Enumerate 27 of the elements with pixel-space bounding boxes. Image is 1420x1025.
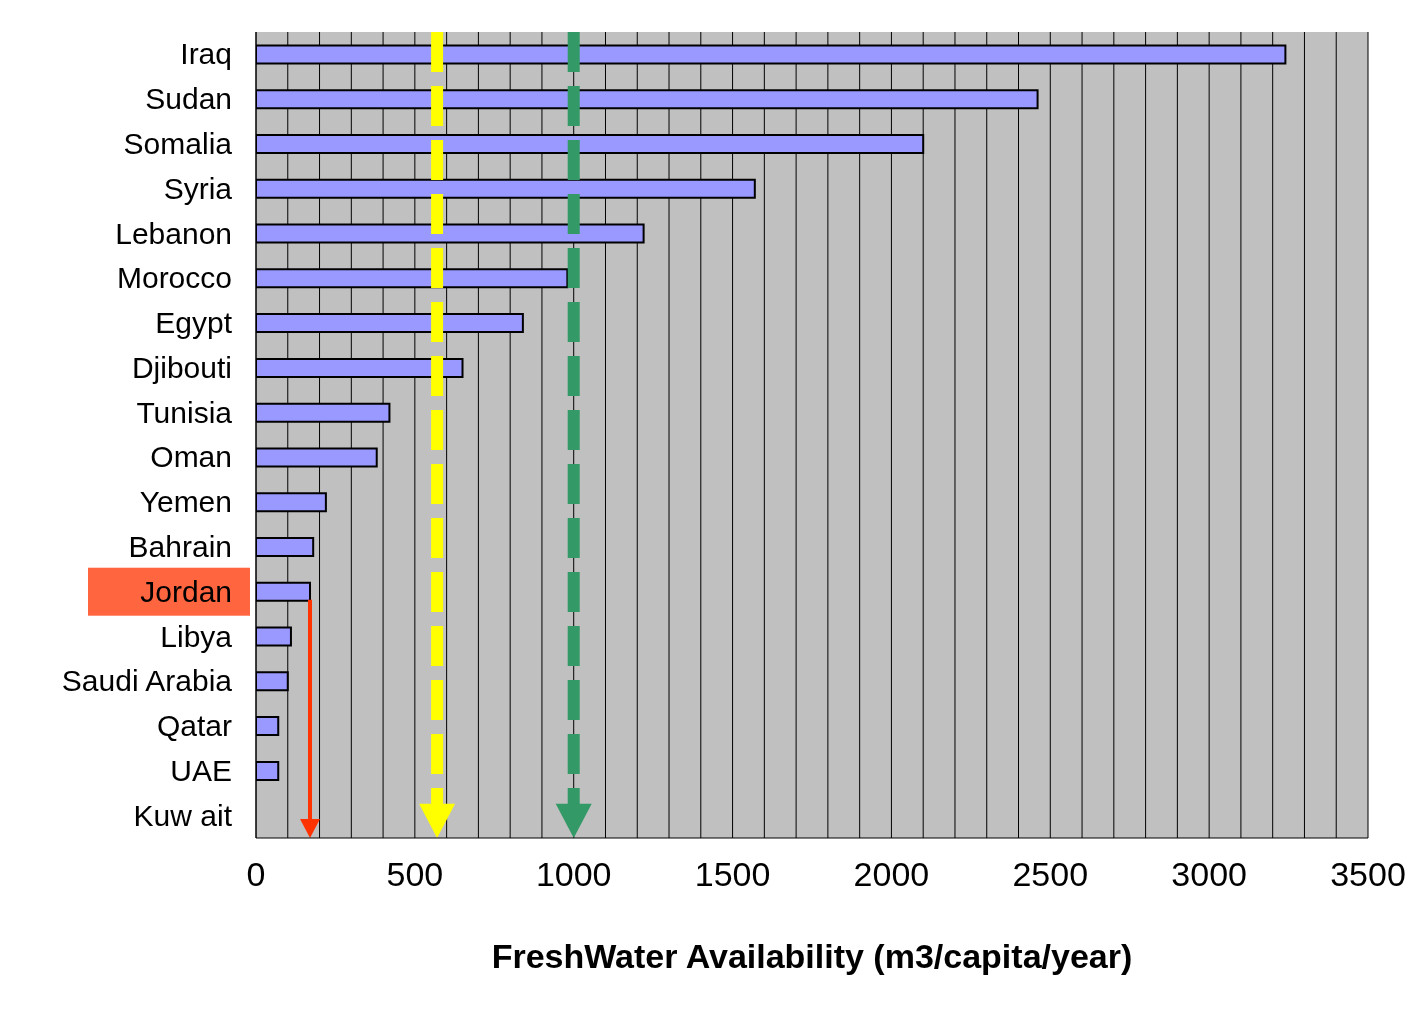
y-tick-label: Egypt <box>155 306 233 340</box>
y-tick-label: Kuw ait <box>133 798 233 832</box>
x-tick-label: 2500 <box>1012 855 1089 894</box>
x-tick-label: 1000 <box>535 855 612 894</box>
y-tick-label: Lebanon <box>115 216 232 250</box>
x-axis-title: FreshWater Availability (m3/capita/year) <box>491 937 1133 975</box>
y-tick-label: Iraq <box>180 37 232 71</box>
x-tick-label: 0 <box>246 855 266 894</box>
y-tick-label: Oman <box>150 440 232 474</box>
y-tick-label: Yemen <box>139 485 232 519</box>
y-tick-label: Bahrain <box>128 529 232 563</box>
x-tick-label: 3500 <box>1330 855 1406 894</box>
y-tick-label: Tunisia <box>136 395 233 429</box>
y-tick-label: Libya <box>160 619 233 653</box>
y-tick-label: Saudi Arabia <box>61 664 233 698</box>
y-tick-label: Somalia <box>123 126 233 160</box>
x-tick-label: 2000 <box>853 855 930 894</box>
x-tick-label: 1500 <box>694 855 771 894</box>
y-tick-label: Sudan <box>145 82 232 116</box>
y-tick-label: Djibouti <box>131 350 232 384</box>
x-tick-label: 3000 <box>1171 855 1247 894</box>
y-tick-label: Qatar <box>156 709 233 743</box>
y-tick-label: UAE <box>170 753 232 787</box>
y-tick-label: Jordan <box>140 574 232 608</box>
y-tick-label: Morocco <box>116 261 232 295</box>
x-tick-label: 500 <box>386 855 444 894</box>
y-tick-label: Syria <box>163 171 233 205</box>
